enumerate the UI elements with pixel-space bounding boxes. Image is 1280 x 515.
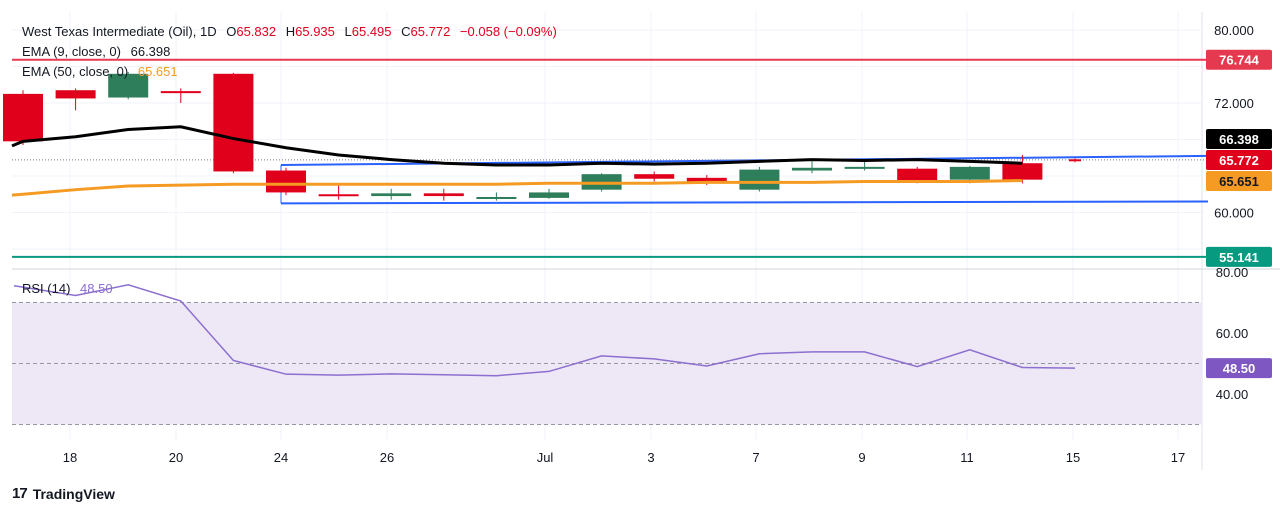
close-badge-bg <box>1206 150 1272 170</box>
open-value: 65.832 <box>236 24 277 39</box>
support-badge: 55.141 <box>1219 250 1259 265</box>
ohlc-legend: West Texas Intermediate (Oil), 1D O65.83… <box>22 24 563 39</box>
x-axis-tick-label: 20 <box>169 450 183 465</box>
rsi-badge-bg <box>1206 358 1272 379</box>
tradingview-logo-icon: 17 <box>12 485 28 502</box>
x-axis-tick-label: 11 <box>960 450 974 465</box>
candle-body <box>371 193 412 197</box>
ema9-line <box>11 125 1023 167</box>
ema50-legend: EMA (50, close, 0) 65.651 <box>22 64 184 79</box>
candle-body <box>55 90 96 99</box>
candle-body <box>266 170 306 193</box>
close-label: C65.772 <box>401 24 451 39</box>
candle-body <box>160 91 201 94</box>
resistance-badge-bg <box>1206 49 1272 70</box>
x-axis-tick-label: 7 <box>752 450 759 465</box>
candle-body <box>318 194 359 197</box>
candle-body <box>686 177 727 183</box>
ema50-label: EMA (50, close, 0) <box>22 64 129 79</box>
candle-body <box>897 168 938 182</box>
candle-body <box>529 192 569 198</box>
x-axis-tick-label: 3 <box>647 450 654 465</box>
ema50-badge-bg <box>1206 171 1272 191</box>
change-value: −0.058 (−0.09%) <box>459 24 557 39</box>
tradingview-logo[interactable]: 17 TradingView <box>12 485 115 502</box>
candle-body <box>108 73 149 98</box>
high-label: H65.935 <box>285 24 335 39</box>
close-badge: 65.772 <box>1219 153 1259 168</box>
x-axis-tick-label: 18 <box>63 450 77 465</box>
candle-body <box>1069 159 1081 162</box>
rsi-value: 48.50 <box>80 281 113 296</box>
rsi-line <box>13 284 1076 377</box>
ema50-badge: 65.651 <box>1219 174 1259 189</box>
brand-name: TradingView <box>32 485 115 502</box>
resistance-badge: 76.744 <box>1219 53 1260 68</box>
price-axis-tick-label: 60.000 <box>1214 206 1254 221</box>
x-axis-tick-label: 24 <box>274 450 288 465</box>
candle-body <box>792 167 832 171</box>
rsi-badge: 48.50 <box>1223 361 1256 376</box>
ema50-value: 65.651 <box>137 64 178 79</box>
ema9-label: EMA (9, close, 0) <box>22 44 121 59</box>
close-value: 65.772 <box>410 24 451 39</box>
x-axis-tick-label: 26 <box>380 450 394 465</box>
x-axis-tick-label: 15 <box>1066 450 1080 465</box>
rsi-axis-tick-label: 60.00 <box>1216 326 1249 341</box>
candle-body <box>3 93 43 142</box>
rsi-axis-tick-label: 80.00 <box>1216 265 1249 280</box>
candle-body <box>634 174 675 179</box>
ema50-line <box>11 179 1023 197</box>
channel-lower-line <box>280 200 1209 205</box>
support-badge-bg <box>1206 246 1272 267</box>
low-label: L65.495 <box>344 24 392 39</box>
candle-body <box>423 193 464 197</box>
low-value: 65.495 <box>351 24 392 39</box>
price-axis-tick-label: 72.000 <box>1214 96 1254 111</box>
price-axis-tick-label: 80.000 <box>1214 23 1254 38</box>
rsi-legend: RSI (14) 48.50 <box>22 281 119 296</box>
ema9-badge-bg <box>1206 129 1272 149</box>
symbol-title: West Texas Intermediate (Oil), 1D <box>22 24 217 39</box>
open-label: O65.832 <box>226 24 277 39</box>
rsi-label: RSI (14) <box>22 281 71 296</box>
ema9-badge: 66.398 <box>1219 132 1259 147</box>
candle-body <box>949 166 990 180</box>
ema9-legend: EMA (9, close, 0) 66.398 <box>22 44 176 59</box>
ema9-value: 66.398 <box>130 44 171 59</box>
candle-body <box>1002 163 1043 180</box>
candle-body <box>476 196 517 199</box>
candle-body <box>844 166 885 169</box>
rsi-axis-tick-label: 40.00 <box>1216 387 1249 402</box>
x-axis-tick-label: 9 <box>858 450 865 465</box>
x-axis-tick-label: Jul <box>537 450 554 465</box>
high-value: 65.935 <box>295 24 335 39</box>
x-axis-tick-label: 17 <box>1171 450 1185 465</box>
candle-body <box>213 73 254 172</box>
candle-body <box>739 169 780 190</box>
